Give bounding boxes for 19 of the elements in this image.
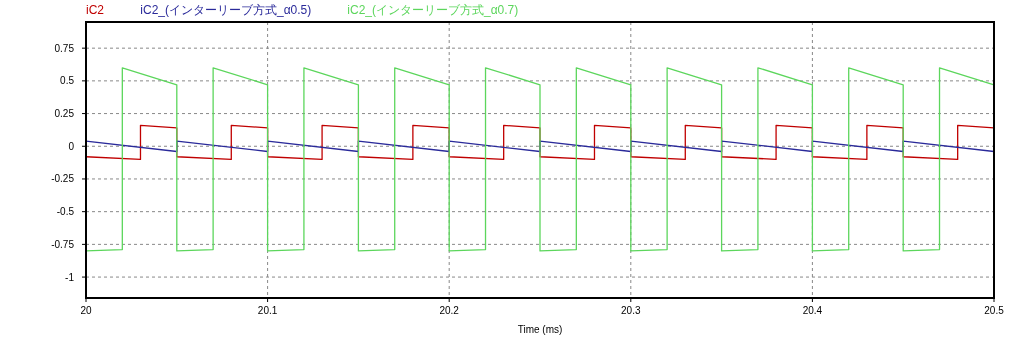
x-tick-label: 20.2 — [439, 305, 460, 316]
x-tick-label: 20 — [80, 305, 92, 316]
x-tick-label: 20.1 — [257, 305, 278, 316]
x-tick-label: 20.3 — [621, 305, 641, 316]
x-axis-title: Time (ms) — [517, 324, 563, 335]
y-tick-label: 0.5 — [60, 75, 75, 87]
y-tick-label: -0.25 — [51, 173, 75, 185]
y-tick-label: -0.75 — [51, 238, 75, 250]
line-series — [85, 67, 995, 252]
y-tick-label: 0.75 — [54, 42, 75, 54]
x-tick-label: 20.5 — [984, 305, 1005, 316]
text: iC2_(インターリーブ方式_α0.7) — [347, 3, 519, 17]
y-tick-label: 0.25 — [54, 108, 75, 120]
y-tick-label: -0.5 — [56, 206, 75, 218]
text: iC2 — [86, 3, 105, 17]
x-tick-label: 20.4 — [802, 305, 823, 316]
y-tick-label: -1 — [65, 271, 75, 283]
y-tick-label: 0 — [68, 140, 75, 152]
text: iC2_(インターリーブ方式_α0.5) — [140, 3, 312, 17]
